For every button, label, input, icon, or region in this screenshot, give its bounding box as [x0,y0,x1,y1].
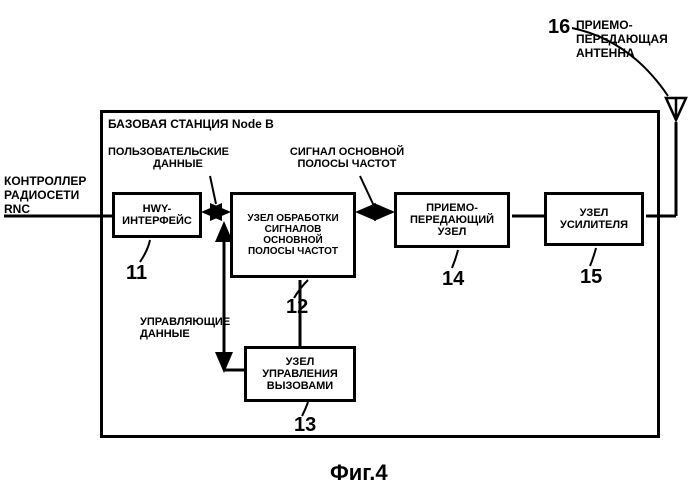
baseband-l2: СИГНАЛОВ [265,224,322,235]
amp-ref: 15 [580,266,602,289]
figure-label: Фиг.4 [330,460,388,486]
antenna-label: ПРИЕМО- ПЕРЕДАЮЩАЯ АНТЕННА [576,18,668,60]
baseband-l1: УЗЕЛ ОБРАБОТКИ [247,213,338,224]
callctrl-l3: ВЫЗОВАМИ [267,380,333,392]
baseband-l4: ПОЛОСЫ ЧАСТОТ [248,246,338,257]
user-data-line1: ПОЛЬЗОВАТЕЛЬСКИЕ [108,146,248,158]
amp-l2: УСИЛИТЕЛЯ [560,219,628,231]
baseband-l3: ОСНОВНОЙ [263,235,322,246]
hwy-line1: HWY- [143,203,172,215]
hwy-line2: ИНТЕРФЕЙС [122,215,192,227]
antenna-line2: ПЕРЕДАЮЩАЯ [576,32,668,46]
call-control-box: УЗЕЛ УПРАВЛЕНИЯ ВЫЗОВАМИ [244,346,356,402]
rnc-label: КОНТРОЛЛЕР РАДИОСЕТИ RNC [4,174,86,216]
txrx-l1: ПРИЕМО- [426,202,478,214]
txrx-l2: ПЕРЕДАЮЩИЙ [410,214,494,226]
user-data-label: ПОЛЬЗОВАТЕЛЬСКИЕ ДАННЫЕ [108,146,248,170]
rnc-line1: КОНТРОЛЛЕР [4,174,86,188]
rnc-line2: РАДИОСЕТИ [4,188,86,202]
rnc-line3: RNC [4,202,86,216]
baseband-signal-label: СИГНАЛ ОСНОВНОЙ ПОЛОСЫ ЧАСТОТ [282,146,412,170]
user-data-line2: ДАННЫЕ [108,158,248,170]
hwy-ref: 11 [126,262,147,285]
baseband-ref: 12 [286,296,308,319]
baseband-signal-line1: СИГНАЛ ОСНОВНОЙ [282,146,412,158]
baseband-signal-line2: ПОЛОСЫ ЧАСТОТ [282,158,412,170]
callctrl-l1: УЗЕЛ [286,356,315,368]
control-data-line1: УПРАВЛЯЮЩИЕ [140,316,250,328]
txrx-box: ПРИЕМО- ПЕРЕДАЮЩИЙ УЗЕЛ [394,192,510,248]
node-b-title: БАЗОВАЯ СТАНЦИЯ Node B [108,118,274,131]
hwy-interface-box: HWY- ИНТЕРФЕЙС [112,192,202,238]
amp-box: УЗЕЛ УСИЛИТЕЛЯ [544,192,644,246]
control-data-label: УПРАВЛЯЮЩИЕ ДАННЫЕ [140,316,250,340]
txrx-ref: 14 [442,268,464,291]
baseband-box: УЗЕЛ ОБРАБОТКИ СИГНАЛОВ ОСНОВНОЙ ПОЛОСЫ … [230,192,356,278]
amp-l1: УЗЕЛ [580,207,609,219]
antenna-line1: ПРИЕМО- [576,18,668,32]
callctrl-ref: 13 [294,414,316,437]
antenna-line3: АНТЕННА [576,46,668,60]
antenna-ref: 16 [548,16,570,39]
control-data-line2: ДАННЫЕ [140,328,250,340]
callctrl-l2: УПРАВЛЕНИЯ [262,368,338,380]
antenna-icon [666,98,686,120]
txrx-l3: УЗЕЛ [438,226,467,238]
